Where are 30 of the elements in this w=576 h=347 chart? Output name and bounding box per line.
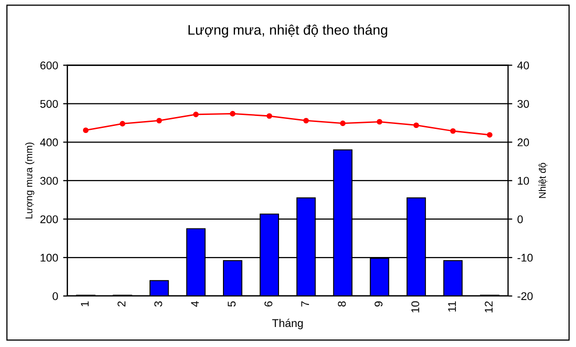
x-axis-title: Tháng — [272, 318, 303, 330]
x-tick-label: 8 — [338, 301, 346, 307]
x-tick-label: 12 — [484, 301, 493, 312]
y2-tick-label: 20 — [518, 138, 529, 146]
y-tick-label: 100 — [40, 254, 58, 262]
x-tick-label: 2 — [118, 301, 126, 306]
y2-tick-label: 0 — [517, 215, 523, 224]
x-tick-label: 11 — [448, 301, 456, 312]
y2-tick-label: 30 — [517, 100, 529, 108]
y-tick-label: 0 — [52, 292, 58, 300]
x-tick-label: 10 — [411, 301, 420, 312]
y-tick-label: 500 — [40, 100, 58, 108]
y2-tick-label: -20 — [518, 292, 533, 300]
y-tick-label: 600 — [40, 62, 58, 70]
y-tick-label: 200 — [40, 215, 58, 224]
y2-tick-label: 10 — [518, 176, 529, 185]
x-tick-label: 9 — [374, 301, 382, 307]
y2-tick-label: 40 — [517, 62, 529, 70]
y-axis-title: Lượng mưa (mm) — [25, 142, 34, 218]
chart-title: Lượng mưa, nhiệt độ theo tháng — [188, 24, 388, 38]
y-tick-label: 400 — [40, 138, 58, 146]
x-tick-label: 7 — [301, 301, 309, 306]
x-tick-label: 6 — [264, 301, 272, 306]
x-tick-label: 4 — [191, 301, 199, 307]
x-tick-label: 1 — [80, 301, 89, 306]
x-tick-label: 3 — [154, 301, 162, 307]
x-tick-label: 5 — [228, 301, 236, 307]
y2-axis-title: Nhiệt độ — [538, 162, 548, 198]
y2-tick-label: -10 — [518, 254, 533, 262]
y-tick-label: 300 — [40, 176, 58, 185]
